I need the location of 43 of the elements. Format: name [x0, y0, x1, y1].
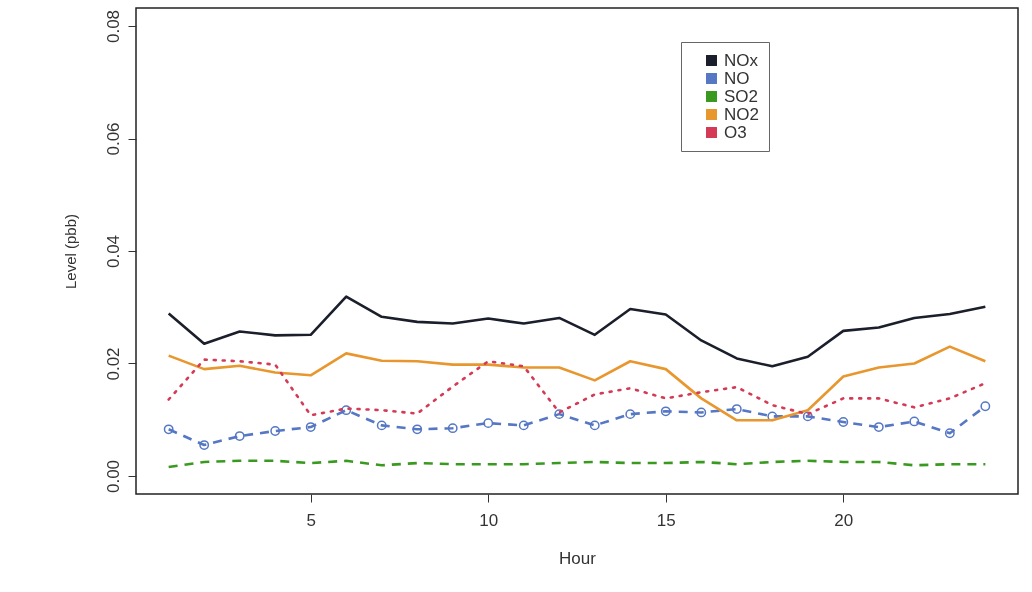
- point: [909, 416, 920, 427]
- y-tick-label: 0.00: [103, 459, 123, 494]
- legend-label: NO: [724, 68, 750, 88]
- x-axis-title: Hour: [559, 548, 597, 568]
- point: [412, 424, 423, 435]
- point: [873, 422, 884, 432]
- x-tick-label: 20: [834, 510, 854, 530]
- y-tick-label: 0.08: [103, 9, 123, 44]
- line-series: [167, 295, 987, 368]
- line-series: [167, 459, 987, 469]
- point: [589, 420, 600, 431]
- point: [270, 426, 281, 436]
- x-tick-label: 5: [306, 510, 316, 530]
- y-tick-label: 0.04: [103, 234, 123, 269]
- point: [731, 404, 742, 414]
- legend-label: NOx: [724, 50, 759, 70]
- point: [376, 420, 387, 431]
- y-axis-title: Level (pbb): [61, 213, 79, 290]
- point: [625, 409, 636, 420]
- point: [944, 428, 955, 439]
- x-tick-label: 10: [479, 510, 499, 530]
- point: [767, 411, 778, 422]
- legend-label: NO2: [724, 104, 759, 124]
- point: [163, 424, 174, 435]
- point: [554, 409, 565, 420]
- y-tick-label: 0.02: [103, 347, 123, 381]
- point: [838, 417, 849, 427]
- point: [234, 431, 245, 441]
- point: [447, 423, 458, 434]
- y-tick-label: 0.06: [103, 122, 123, 156]
- point: [980, 401, 991, 412]
- point: [802, 411, 813, 422]
- point: [660, 406, 671, 417]
- line-series: [167, 345, 987, 422]
- point: [696, 407, 707, 418]
- point: [341, 405, 352, 416]
- legend-label: SO2: [724, 86, 759, 106]
- legend-label: O3: [724, 122, 747, 142]
- point: [305, 422, 316, 432]
- point: [199, 440, 210, 450]
- x-tick-label: 15: [656, 510, 676, 530]
- point: [483, 418, 494, 429]
- point: [518, 420, 529, 431]
